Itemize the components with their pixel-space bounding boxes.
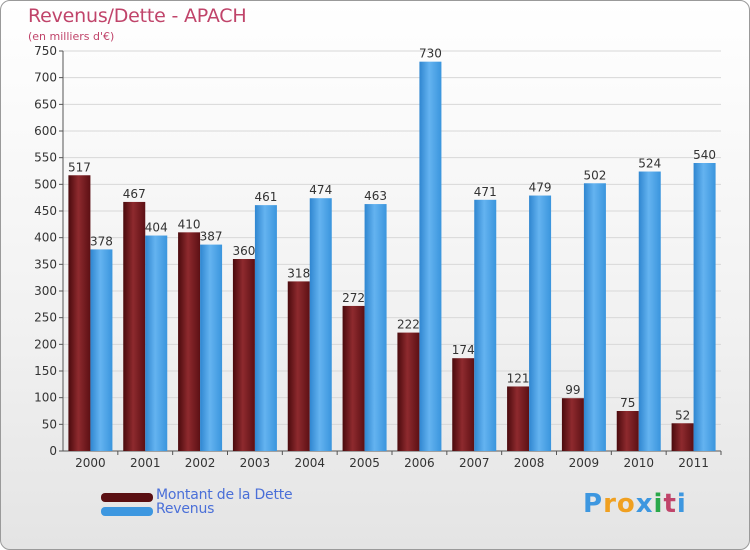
data-label: 404 — [145, 221, 168, 235]
bar-revenus — [309, 198, 332, 451]
y-tick-label: 0 — [49, 444, 57, 458]
y-tick-label: 600 — [34, 124, 57, 138]
bar-revenus — [693, 163, 716, 451]
x-tick-label: 2009 — [569, 456, 600, 470]
data-label: 387 — [200, 230, 223, 244]
data-label: 174 — [452, 343, 475, 357]
legend-label-revenus: Revenus — [156, 501, 215, 517]
bar-revenus — [90, 249, 113, 451]
x-tick-label: 2011 — [678, 456, 709, 470]
data-label: 272 — [342, 291, 365, 305]
bar-debt — [397, 332, 420, 451]
logo-letter: x — [635, 489, 654, 519]
y-tick-label: 350 — [34, 257, 57, 271]
legend-swatch-revenus — [101, 507, 153, 516]
data-label: 360 — [232, 244, 255, 258]
x-tick-label: 2007 — [459, 456, 490, 470]
y-tick-label: 200 — [34, 337, 57, 351]
bar-debt — [178, 232, 201, 451]
data-label: 474 — [309, 183, 332, 197]
x-tick-label: 2002 — [185, 456, 216, 470]
data-label: 502 — [583, 168, 606, 182]
data-label: 463 — [364, 189, 387, 203]
bar-revenus — [145, 235, 168, 451]
bar-revenus — [200, 244, 223, 451]
legend-swatch-debt — [101, 493, 153, 502]
data-label: 471 — [474, 185, 497, 199]
bar-debt — [232, 259, 255, 451]
legend-label-debt: Montant de la Dette — [156, 487, 293, 503]
bar-revenus — [529, 195, 552, 451]
data-label: 479 — [529, 181, 552, 195]
y-tick-label: 500 — [34, 177, 57, 191]
logo-letter: r — [603, 489, 617, 519]
chart-title: Revenus/Dette - APACH — [28, 5, 247, 27]
data-label: 121 — [507, 371, 530, 385]
grid-lines — [63, 50, 721, 452]
proxiti-logo: Proxiti — [583, 489, 687, 519]
y-tick-label: 450 — [34, 204, 57, 218]
x-tick-label: 2003 — [240, 456, 271, 470]
x-tick-label: 2006 — [404, 456, 435, 470]
y-tick-label: 50 — [42, 417, 57, 431]
data-label: 524 — [638, 157, 661, 171]
bars — [68, 61, 716, 452]
data-label: 730 — [419, 47, 442, 61]
y-tick-label: 750 — [34, 44, 57, 58]
data-label: 410 — [178, 217, 201, 231]
y-tick-label: 100 — [34, 391, 57, 405]
logo-letter: o — [616, 489, 636, 519]
y-tick-label: 700 — [34, 71, 57, 85]
x-tick-label: 2005 — [349, 456, 380, 470]
bar-revenus — [638, 171, 661, 452]
x-tick-label: 2004 — [294, 456, 325, 470]
bar-revenus — [583, 183, 606, 451]
data-label: 222 — [397, 318, 420, 332]
bar-revenus — [419, 61, 442, 452]
chart-subtitle: (en milliers d'€) — [28, 30, 115, 43]
bar-debt — [616, 411, 639, 451]
data-label: 517 — [68, 160, 91, 174]
y-tick-label: 550 — [34, 151, 57, 165]
data-label: 52 — [675, 408, 690, 422]
data-label: 378 — [90, 234, 113, 248]
bar-debt — [68, 175, 91, 451]
data-label: 461 — [254, 190, 277, 204]
data-label: 75 — [620, 396, 635, 410]
bar-debt — [452, 358, 475, 451]
logo-letter: i — [676, 489, 687, 519]
bar-debt — [507, 386, 530, 451]
bar-debt — [561, 398, 584, 451]
data-label: 99 — [565, 383, 580, 397]
data-label: 540 — [693, 148, 716, 162]
x-tick-label: 2001 — [130, 456, 161, 470]
x-tick-label: 2010 — [623, 456, 654, 470]
bar-debt — [123, 201, 146, 451]
x-tick-label: 2000 — [75, 456, 106, 470]
axes: 0 50 100 150 200 250 300 350 400 450 500 550 600 650 7… — [34, 44, 722, 470]
bar-debt — [671, 423, 694, 451]
bar-revenus — [254, 205, 277, 451]
bar-revenus — [474, 199, 497, 451]
y-tick-label: 150 — [34, 364, 57, 378]
y-tick-label: 250 — [34, 311, 57, 325]
x-tick-label: 2008 — [514, 456, 545, 470]
logo-letter: t — [663, 489, 677, 519]
y-tick-label: 650 — [34, 97, 57, 111]
bar-revenus — [364, 204, 387, 451]
data-label: 467 — [123, 187, 146, 201]
logo-letter: P — [583, 489, 604, 519]
bar-debt — [287, 281, 310, 451]
bar-debt — [342, 305, 365, 451]
data-label: 318 — [287, 266, 310, 280]
logo-letter: i — [653, 489, 664, 519]
y-tick-label: 300 — [34, 284, 57, 298]
y-tick-label: 400 — [34, 231, 57, 245]
